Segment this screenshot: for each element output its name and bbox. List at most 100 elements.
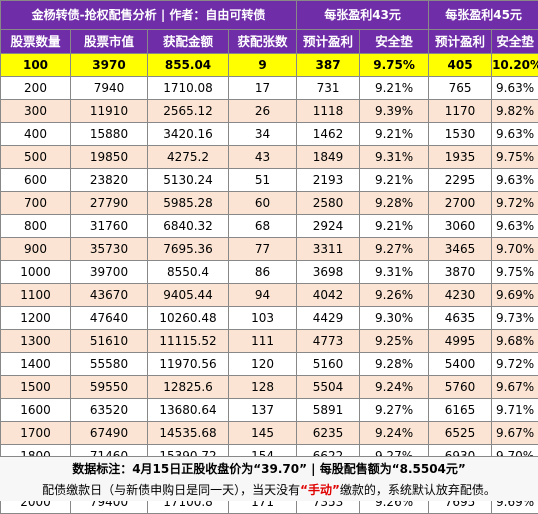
table-cell: 51610: [71, 330, 148, 353]
table-cell: 500: [1, 146, 71, 169]
table-cell: 9.63%: [492, 169, 538, 192]
table-cell: 94: [229, 284, 297, 307]
column-header: 获配张数: [229, 30, 297, 54]
table-cell: 8550.4: [148, 261, 229, 284]
allotment-analysis-sheet: 金杨转债-抢权配售分析 | 作者：自由可转债 每张盈利43元 每张盈利45元 股…: [0, 0, 538, 500]
table-cell: 9.71%: [492, 399, 538, 422]
table-cell: 9.72%: [492, 353, 538, 376]
table-cell: 387: [297, 54, 360, 77]
table-cell: 43: [229, 146, 297, 169]
table-cell: 4635: [429, 307, 492, 330]
footer-payment-note: 配债缴款日（与新债申购日是同一天），当天没有“手动”缴款的，系统默认放弃配债。: [0, 481, 538, 498]
table-cell: 15880: [71, 123, 148, 146]
table-cell: 3420.16: [148, 123, 229, 146]
table-cell: 2924: [297, 215, 360, 238]
table-cell: 3698: [297, 261, 360, 284]
table-cell: 9.28%: [360, 353, 429, 376]
table-cell: 4995: [429, 330, 492, 353]
table-cell: 700: [1, 192, 71, 215]
table-cell: 86: [229, 261, 297, 284]
table-cell: 4042: [297, 284, 360, 307]
table-cell: 2580: [297, 192, 360, 215]
table-cell: 9.75%: [492, 261, 538, 284]
table-cell: 63520: [71, 399, 148, 422]
table-cell: 4230: [429, 284, 492, 307]
table-cell: 2295: [429, 169, 492, 192]
footer-payment-tail: 缴款的，系统默认放弃配债。: [340, 483, 496, 497]
table-cell: 1600: [1, 399, 71, 422]
table-cell: 67490: [71, 422, 148, 445]
table-cell: 9.21%: [360, 215, 429, 238]
table-cell: 9: [229, 54, 297, 77]
table-cell: 9.75%: [360, 54, 429, 77]
table-cell: 855.04: [148, 54, 229, 77]
table-cell: 3311: [297, 238, 360, 261]
table-cell: 3060: [429, 215, 492, 238]
table-cell: 34: [229, 123, 297, 146]
table-cell: 2193: [297, 169, 360, 192]
table-cell: 1500: [1, 376, 71, 399]
table-cell: 3465: [429, 238, 492, 261]
table-cell: 9.72%: [492, 192, 538, 215]
column-header: 安全垫: [360, 30, 429, 54]
table-cell: 1000: [1, 261, 71, 284]
table-cell: 4773: [297, 330, 360, 353]
table-cell: 9.73%: [492, 307, 538, 330]
footer-payment-text: 配债缴款日（与新债申购日是同一天），当天没有: [42, 483, 300, 497]
table-cell: 9405.44: [148, 284, 229, 307]
table-cell: 11910: [71, 100, 148, 123]
table-cell: 23820: [71, 169, 148, 192]
table-cell: 1400: [1, 353, 71, 376]
table-cell: 9.24%: [360, 376, 429, 399]
table-cell: 7940: [71, 77, 148, 100]
table-cell: 10260.48: [148, 307, 229, 330]
table-cell: 51: [229, 169, 297, 192]
table-cell: 9.67%: [492, 422, 538, 445]
table-cell: 77: [229, 238, 297, 261]
table-cell: 9.75%: [492, 146, 538, 169]
table-cell: 2565.12: [148, 100, 229, 123]
table-cell: 1700: [1, 422, 71, 445]
table-cell: 300: [1, 100, 71, 123]
column-header: 股票数量: [1, 30, 71, 54]
table-cell: 9.25%: [360, 330, 429, 353]
table-cell: 5985.28: [148, 192, 229, 215]
table-cell: 9.26%: [360, 284, 429, 307]
table-cell: 2700: [429, 192, 492, 215]
table-cell: 47640: [71, 307, 148, 330]
table-cell: 1100: [1, 284, 71, 307]
table-cell: 5760: [429, 376, 492, 399]
table-cell: 19850: [71, 146, 148, 169]
table-cell: 128: [229, 376, 297, 399]
table-cell: 3870: [429, 261, 492, 284]
column-header-row: 股票数量 股票市值 获配金额 获配张数 预计盈利 安全垫 预计盈利 安全垫: [1, 30, 538, 54]
table-cell: 12825.6: [148, 376, 229, 399]
table-cell: 11115.52: [148, 330, 229, 353]
table-cell: 9.63%: [492, 123, 538, 146]
table-cell: 9.30%: [360, 307, 429, 330]
table-cell: 5400: [429, 353, 492, 376]
column-header: 预计盈利: [297, 30, 360, 54]
table-cell: 13680.64: [148, 399, 229, 422]
table-cell: 4429: [297, 307, 360, 330]
footer-data-note: 数据标注：4月15日正股收盘价为“39.70” | 每股配售额为“8.5504元…: [0, 460, 538, 477]
table-cell: 9.24%: [360, 422, 429, 445]
table-cell: 9.21%: [360, 77, 429, 100]
table-cell: 60: [229, 192, 297, 215]
table-cell: 9.21%: [360, 123, 429, 146]
table-cell: 35730: [71, 238, 148, 261]
table-cell: 5504: [297, 376, 360, 399]
table-cell: 9.31%: [360, 261, 429, 284]
table-cell: 1530: [429, 123, 492, 146]
table-cell: 400: [1, 123, 71, 146]
